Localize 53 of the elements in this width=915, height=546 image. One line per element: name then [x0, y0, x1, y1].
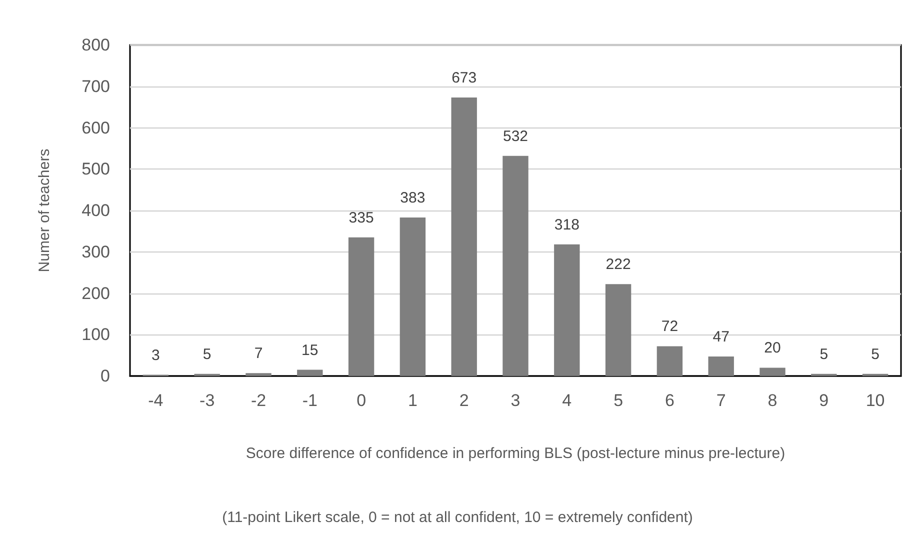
- y-tick-label: 800: [82, 36, 110, 54]
- data-label: 5: [871, 346, 880, 363]
- x-tick-label: 8: [768, 391, 778, 410]
- y-tick-label: 100: [82, 325, 110, 344]
- y-tick-label: 400: [82, 201, 110, 220]
- data-label: 7: [254, 345, 263, 362]
- bar: [297, 370, 323, 376]
- x-tick-label: 3: [510, 391, 520, 410]
- x-axis-title: Score difference of confidence in performing BLS (post-lecture minus pre-lecture): [246, 445, 786, 462]
- data-label: 222: [606, 256, 631, 274]
- x-tick-label: 7: [716, 391, 726, 410]
- data-label: 72: [661, 318, 678, 336]
- x-tick-label: 2: [459, 391, 469, 410]
- bar: [760, 368, 786, 376]
- y-tick-label: 300: [82, 242, 110, 262]
- data-label: 15: [302, 342, 318, 359]
- x-tick-label: 1: [408, 391, 418, 410]
- bar: [451, 98, 477, 376]
- y-tick-label: 0: [100, 366, 110, 386]
- data-label: 383: [400, 190, 426, 207]
- y-tick-label: 700: [82, 76, 110, 96]
- data-label: 532: [502, 128, 528, 145]
- data-label: 3: [152, 346, 160, 364]
- bar: [348, 237, 374, 376]
- x-tick-label: -3: [200, 391, 215, 410]
- y-tick-label: 500: [82, 160, 110, 179]
- x-tick-label: 0: [356, 391, 366, 410]
- x-tick-label: 9: [819, 391, 829, 410]
- y-tick-label: 600: [82, 118, 110, 138]
- x-tick-label: -4: [148, 391, 164, 410]
- data-label: 20: [764, 340, 781, 357]
- x-tick-label: 6: [664, 391, 674, 410]
- x-tick-label: 10: [866, 391, 885, 410]
- x-tick-label: 5: [614, 391, 624, 410]
- data-label: 47: [712, 328, 730, 346]
- data-label: 335: [348, 209, 374, 226]
- bar: [554, 244, 580, 376]
- bar: [502, 156, 528, 376]
- bar: [605, 284, 632, 376]
- data-label: 318: [554, 216, 580, 234]
- x-tick-label: -1: [302, 391, 318, 410]
- text: (11-point Likert scale, 0 = not at all confident, 10 = extremely confident): [222, 509, 693, 526]
- data-label: 5: [202, 346, 212, 363]
- data-label: 5: [820, 346, 828, 363]
- bar: [656, 346, 683, 376]
- bar: [400, 218, 426, 376]
- bar: [246, 373, 272, 376]
- y-axis-title: Numer of teachers: [36, 148, 53, 272]
- y-tick-label: 200: [82, 284, 110, 303]
- data-label: 673: [452, 70, 477, 87]
- x-tick-label: 4: [562, 391, 572, 410]
- bar: [708, 356, 734, 376]
- x-tick-label: -2: [250, 391, 266, 410]
